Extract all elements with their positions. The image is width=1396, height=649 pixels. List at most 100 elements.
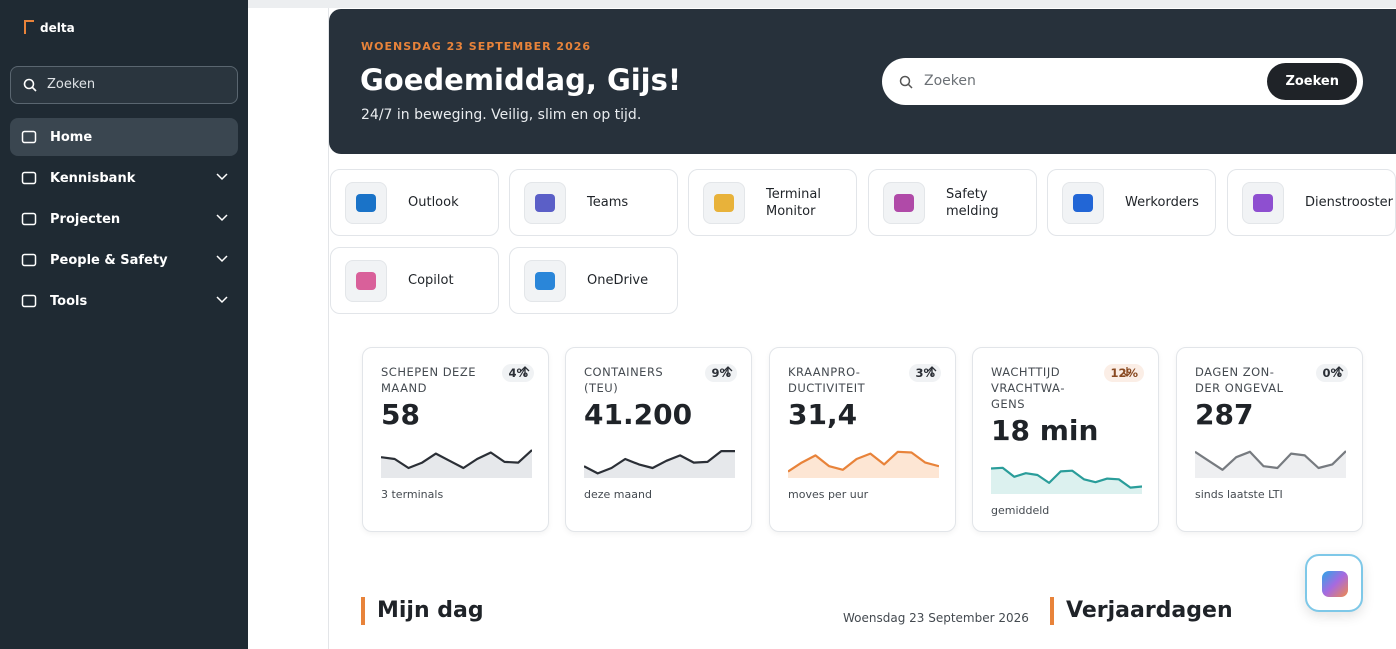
change-arrow xyxy=(521,366,530,376)
sparkline xyxy=(1195,450,1346,478)
app-tile[interactable]: Outlook xyxy=(330,169,499,236)
app-glyph xyxy=(1253,193,1273,212)
kpi-value: 58 xyxy=(381,398,420,431)
nav-label: Home xyxy=(50,130,93,145)
divider xyxy=(328,8,329,649)
nav-label: Tools xyxy=(50,294,88,309)
sparkline xyxy=(381,449,532,478)
kpi-card: WACHTTIJD VRACHTWA­GENS 12% 18 min gemiddel… xyxy=(972,347,1159,532)
sparkline xyxy=(991,466,1142,494)
app-tile[interactable]: Safety melding xyxy=(868,169,1037,236)
nav-item[interactable]: Tools xyxy=(10,282,238,320)
hero-date: WOENSDAG 23 SEPTEMBER 2026 xyxy=(361,40,592,53)
app-icon xyxy=(524,259,566,302)
arrow-shape xyxy=(1335,366,1344,376)
nav-icon xyxy=(21,212,37,226)
change-arrow xyxy=(1335,366,1344,376)
sparkline-area xyxy=(788,451,939,478)
sparkline-line xyxy=(584,450,735,475)
chevron xyxy=(216,214,228,222)
nav-icon xyxy=(21,130,37,144)
kpi-note: 3 terminals xyxy=(381,488,444,501)
section-title: Mijn dag xyxy=(361,597,484,625)
kpi-change: 9% xyxy=(705,364,737,382)
nav-item[interactable]: Projecten xyxy=(10,200,238,238)
chevron-shape xyxy=(216,255,228,263)
kpi-change: 12% xyxy=(1104,364,1144,382)
kpi-title: WACHTTIJD VRACHTWA­GENS xyxy=(991,365,1065,411)
app-tile[interactable]: Terminal Monitor xyxy=(688,169,857,236)
kpi-value: 41.200 xyxy=(584,398,693,431)
app-label: Teams xyxy=(587,195,629,210)
kpi-change: 0% xyxy=(1316,364,1348,382)
nav-item[interactable]: Kennisbank xyxy=(10,159,238,197)
logo[interactable]: delta xyxy=(24,20,75,35)
app-glyph xyxy=(356,193,376,212)
kpi-card: DAGEN ZON­DER ONGEVAL 0% 287 sinds laatste … xyxy=(1176,347,1363,532)
app-tile[interactable]: OneDrive xyxy=(509,247,678,314)
search-placeholder: Zoeken xyxy=(47,77,96,92)
hero-search[interactable]: Zoeken Zoeken xyxy=(882,58,1363,105)
sparkline-line xyxy=(788,450,939,473)
sparkline-area xyxy=(381,450,532,478)
app-label: Werkorders xyxy=(1125,195,1199,210)
kpi-value: 31,4 xyxy=(788,398,858,431)
nav-item[interactable]: Home xyxy=(10,118,238,156)
icon-shape xyxy=(21,171,37,185)
tagline: 24/7 in beweging. Veilig, slim en op tij… xyxy=(361,107,642,123)
arrow-shape xyxy=(521,366,530,376)
hero: WOENSDAG 23 SEPTEMBER 2026 Goedemiddag, … xyxy=(329,9,1396,154)
nav-label: Projecten xyxy=(50,212,121,227)
kpi-change: 4% xyxy=(502,364,534,382)
search-icon xyxy=(899,75,913,89)
kpi-title: KRAANPRO­DUCTIVITEIT xyxy=(788,365,866,395)
app-glyph xyxy=(894,193,914,212)
kpi-title: SCHEPEN DEZE MAAND xyxy=(381,365,476,395)
arrow-shape xyxy=(724,366,733,376)
sparkline xyxy=(788,450,939,478)
app-tile[interactable]: Teams xyxy=(509,169,678,236)
arrow-shape xyxy=(1123,367,1132,377)
app-tile[interactable]: Dienstrooster xyxy=(1227,169,1396,236)
app-glyph xyxy=(1073,193,1093,212)
nav-item[interactable]: People & Safety xyxy=(10,241,238,279)
app-tile[interactable]: Werkorders xyxy=(1047,169,1216,236)
sidebar-search[interactable]: Zoeken xyxy=(10,66,238,104)
chevron xyxy=(216,173,228,181)
app-glyph xyxy=(535,271,555,290)
chevron-shape xyxy=(216,296,228,304)
nav-icon xyxy=(21,294,37,308)
kpi-change: 3% xyxy=(909,364,941,382)
sidebar: delta Zoeken Home Kennisbank Projecten Peop… xyxy=(0,0,248,649)
chevron xyxy=(216,296,228,304)
app-glyph xyxy=(535,193,555,212)
copilot-button[interactable] xyxy=(1305,554,1363,612)
icon-shape xyxy=(21,253,37,267)
kpi-note: gemiddeld xyxy=(991,504,1050,517)
kpi-note: sinds laatste LTI xyxy=(1195,488,1283,501)
kpi-value: 18 min xyxy=(991,414,1099,447)
section-date: Woensdag 23 September 2026 xyxy=(843,611,1029,625)
kpi-note: moves per uur xyxy=(788,488,869,501)
nav-label: People & Safety xyxy=(50,253,168,268)
change-arrow xyxy=(724,366,733,376)
app-glyph xyxy=(356,271,376,290)
top-strip xyxy=(248,0,1396,8)
kpi-note: deze maand xyxy=(584,488,652,501)
icon-shape xyxy=(21,294,37,308)
change-arrow xyxy=(1123,367,1132,377)
logo-text: delta xyxy=(40,21,75,35)
search-placeholder: Zoeken xyxy=(924,73,976,89)
kpi-title: DAGEN ZON­DER ONGEVAL xyxy=(1195,365,1284,395)
app-tile[interactable]: Copilot xyxy=(330,247,499,314)
app-label: Outlook xyxy=(408,195,459,210)
app-icon xyxy=(1062,181,1104,224)
app-label: Copilot xyxy=(408,273,454,288)
greeting: Goedemiddag, Gijs! xyxy=(360,63,682,97)
search-button[interactable]: Zoeken xyxy=(1267,63,1357,100)
app-label: OneDrive xyxy=(587,273,649,288)
icon-shape xyxy=(21,212,37,226)
icon-shape xyxy=(21,130,37,144)
